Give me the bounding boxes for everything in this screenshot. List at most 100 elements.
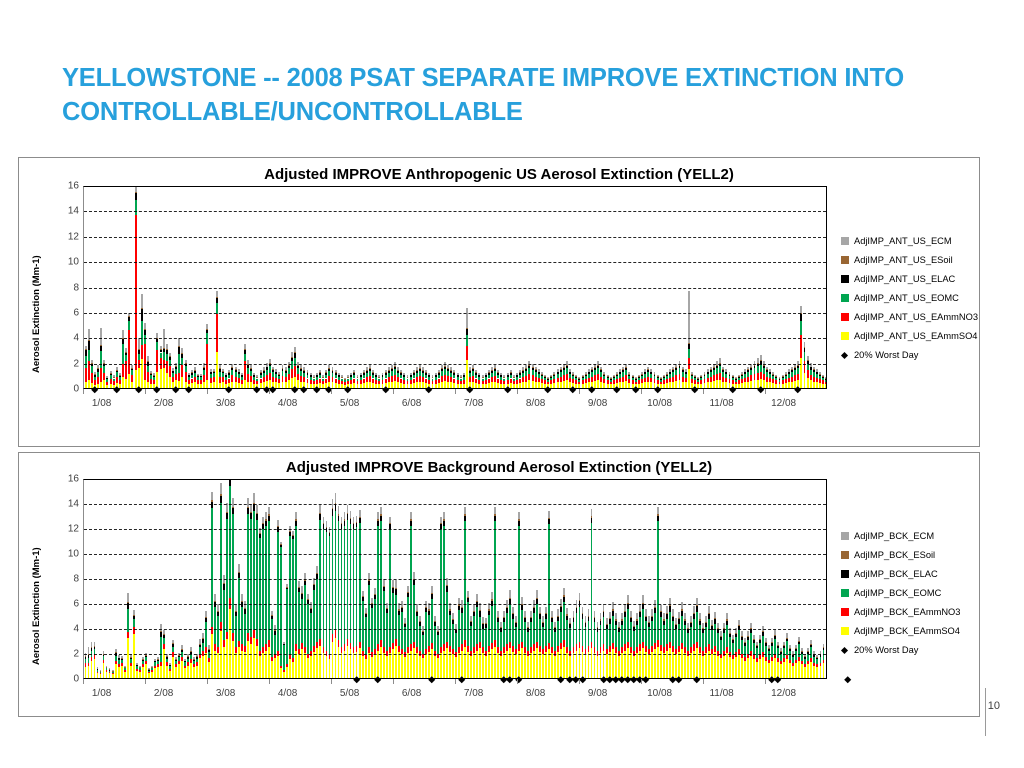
y-axis-ticks-anthropogenic: 0 2 4 6 8 10 12 14 16 [57,181,83,395]
x-tick-mark [207,679,208,684]
bar-segment-eomc [382,591,385,648]
bar-segment-elac [723,629,725,633]
bar-segment-elac [772,374,775,376]
bar [482,480,484,678]
bar-segment-esoil [415,369,418,371]
bar-segment-eomc [753,368,756,375]
bar-segment-eammso4 [497,653,500,678]
bar-segment-esoil [810,643,813,645]
bar-segment-eomc [372,374,375,379]
bar-segment-elac [280,544,283,547]
bar [777,480,780,678]
bar-segment-eammno3 [756,372,759,380]
bar [292,480,295,678]
bar-segment-eomc [599,624,602,648]
bar [556,187,559,388]
bar-segment-elac [560,606,563,612]
bar-segment-eammso4 [659,650,662,678]
bar-segment-ecm [545,606,548,614]
bar-segment-eammso4 [766,381,768,388]
page-number: 10 [987,700,1000,712]
bar-segment-ecm [93,642,96,647]
x-tick-mark [455,389,456,394]
bar-segment-eammso4 [134,370,137,388]
bar [197,187,200,388]
bar-segment-esoil [297,364,300,366]
bar-segment-eammso4 [702,655,704,678]
bar-segment-eammso4 [165,665,168,678]
bar-segment-elac [262,370,265,373]
bar-segment-ecm [87,328,90,341]
bar-segment-elac [184,363,187,367]
bar-segment-ecm [159,345,162,350]
bar-segment-elac [744,642,747,646]
bar-segment-esoil [594,367,597,368]
bar-segment-esoil [365,369,368,371]
bar-segment-eammno3 [572,647,575,653]
bar-segment-eammso4 [650,382,653,388]
bar-segment-ecm [397,603,400,610]
bar-segment-elac [780,651,783,654]
bar-segment-eammno3 [388,647,391,653]
bar-segment-ecm [581,374,584,377]
bar-segment-elac [719,363,722,367]
bar-segment-eammso4 [515,654,518,678]
bar-segment-elac [106,377,109,380]
bar-segment-eomc [384,374,387,379]
bar-segment-eammno3 [470,650,472,656]
bar-segment-ecm [304,573,307,580]
bar [177,480,180,678]
bar-segment-ecm [500,372,503,375]
bar-segment-ecm [209,369,212,372]
bar-segment-esoil [482,623,484,625]
bar-segment-eammso4 [228,382,231,388]
bar-segment-esoil [193,369,196,371]
bar-segment-esoil [719,362,722,364]
bar-segment-elac [301,594,304,600]
bar-segment-eammso4 [200,383,203,388]
bar-segment-eammno3 [452,649,454,655]
legend-swatch-icon [841,608,849,616]
bar-segment-ecm [208,645,210,649]
bar-segment-eomc [156,342,159,350]
bar-segment-ecm [350,372,353,375]
bar-segment-eammso4 [780,664,783,678]
bar-segment-eammso4 [641,648,644,678]
bar-segment-ecm [259,369,262,373]
bar-segment-eomc [102,656,105,660]
bar-segment-eammso4 [123,671,126,678]
bar-segment-elac [436,631,439,635]
bar [798,480,801,678]
bar-segment-eammno3 [202,650,204,656]
bar-segment-ecm [723,623,725,629]
bar-segment-esoil [209,371,212,373]
bar-segment-eammso4 [556,382,559,388]
bar-segment-elac [220,495,222,503]
bar-segment-eammno3 [238,640,241,647]
bar-segment-eomc [131,370,134,376]
bar-segment-eammso4 [509,648,512,678]
bar-segment-elac [524,618,527,623]
bar-segment-ecm [272,366,275,370]
bar-segment-eomc [472,370,475,376]
bar-segment-ecm [484,372,487,375]
legend-label: 20% Worst Day [854,350,919,360]
bar-segment-elac [319,514,322,520]
bar [295,480,298,678]
bar-segment-elac [747,636,750,640]
bar-segment-eammso4 [709,381,712,388]
bar [450,187,453,388]
bar-segment-eammso4 [714,651,716,678]
bar [753,480,756,678]
bar-segment-ecm [518,512,521,520]
bar-segment-eammno3 [479,641,481,648]
bar-segment-eammno3 [650,377,653,383]
bar-segment-ecm [719,358,722,363]
bar-segment-elac [666,374,668,376]
bar [590,187,593,388]
bar-segment-eammno3 [195,662,198,666]
bar-segment-ecm [306,369,309,373]
bar-segment-eomc [614,624,617,648]
bar-segment-eammno3 [506,379,509,384]
bar [433,480,436,678]
